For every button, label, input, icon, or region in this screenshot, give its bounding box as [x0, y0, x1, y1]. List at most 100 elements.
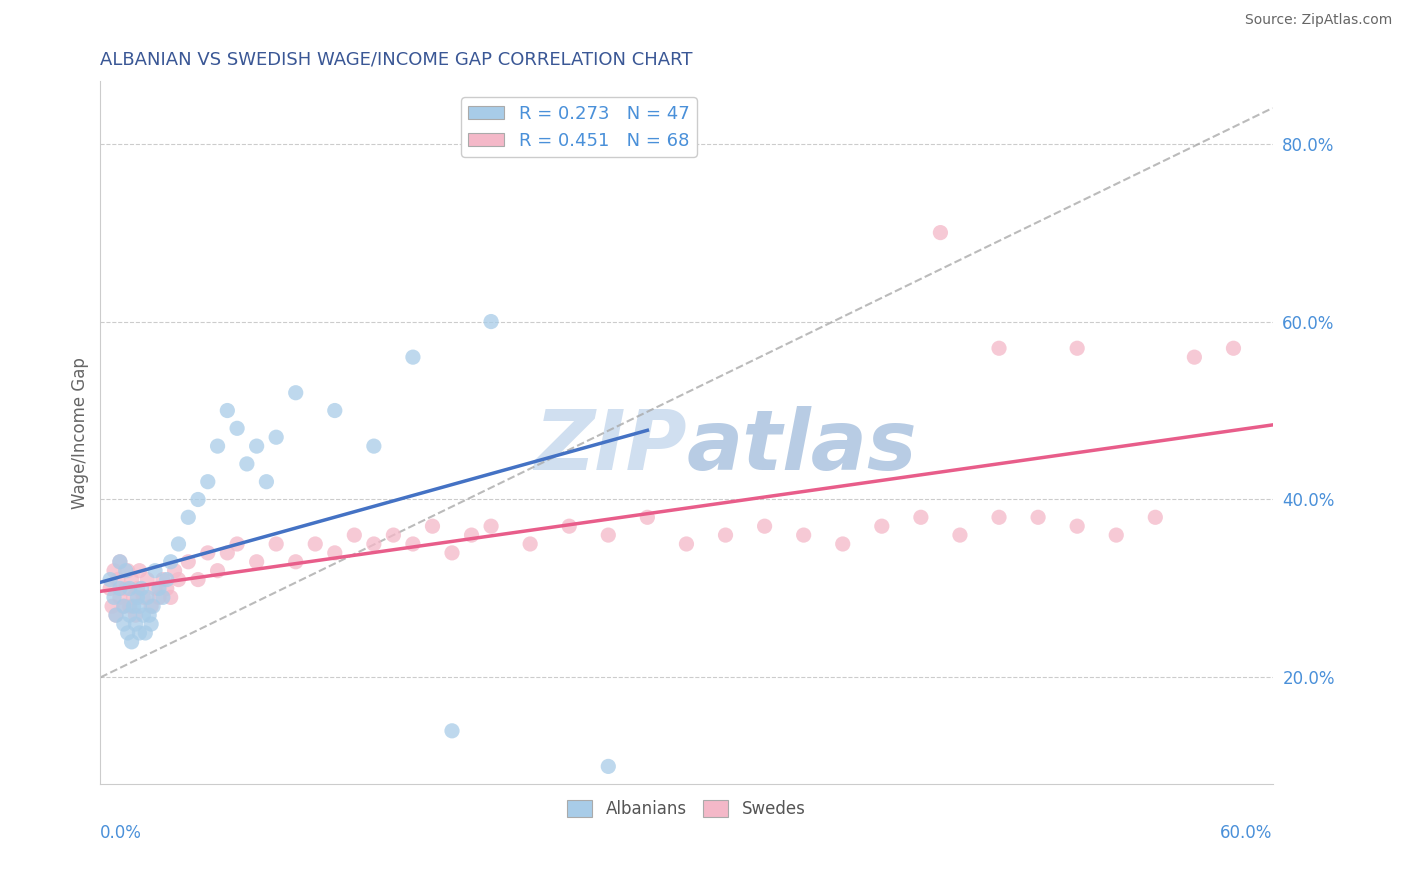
Point — [118, 582, 141, 596]
Point — [187, 573, 209, 587]
Point — [108, 591, 131, 605]
Point — [1066, 341, 1088, 355]
Point — [124, 617, 146, 632]
Point — [1105, 528, 1128, 542]
Point — [101, 599, 124, 614]
Point — [226, 421, 249, 435]
Point — [323, 403, 346, 417]
Point — [134, 626, 156, 640]
Point — [143, 564, 166, 578]
Point — [159, 591, 181, 605]
Point — [363, 537, 385, 551]
Point — [148, 582, 170, 596]
Point — [114, 582, 136, 596]
Point — [636, 510, 658, 524]
Point — [132, 608, 155, 623]
Point — [363, 439, 385, 453]
Point — [138, 608, 160, 623]
Point — [402, 350, 425, 364]
Point — [246, 439, 269, 453]
Point — [108, 555, 131, 569]
Point — [558, 519, 581, 533]
Legend: Albanians, Swedes: Albanians, Swedes — [561, 794, 813, 825]
Y-axis label: Wage/Income Gap: Wage/Income Gap — [72, 357, 89, 508]
Point — [323, 546, 346, 560]
Point — [793, 528, 815, 542]
Point — [117, 626, 139, 640]
Point — [598, 759, 620, 773]
Point — [143, 582, 166, 596]
Point — [440, 546, 463, 560]
Point — [177, 555, 200, 569]
Point — [1222, 341, 1244, 355]
Point — [929, 226, 952, 240]
Point — [98, 582, 121, 596]
Point — [422, 519, 444, 533]
Point — [128, 599, 150, 614]
Point — [598, 528, 620, 542]
Point — [988, 510, 1011, 524]
Text: Source: ZipAtlas.com: Source: ZipAtlas.com — [1244, 13, 1392, 28]
Point — [246, 555, 269, 569]
Point — [121, 573, 143, 587]
Point — [949, 528, 972, 542]
Point — [112, 599, 135, 614]
Point — [207, 564, 229, 578]
Point — [141, 599, 163, 614]
Point — [152, 573, 174, 587]
Point — [114, 564, 136, 578]
Point — [304, 537, 326, 551]
Point — [136, 591, 159, 605]
Point — [197, 546, 219, 560]
Point — [122, 599, 145, 614]
Text: atlas: atlas — [686, 407, 917, 487]
Point — [103, 591, 125, 605]
Point — [107, 573, 129, 587]
Point — [117, 564, 139, 578]
Point — [402, 537, 425, 551]
Point — [128, 626, 150, 640]
Point — [187, 492, 209, 507]
Point — [236, 457, 259, 471]
Text: 0.0%: 0.0% — [100, 824, 142, 842]
Point — [131, 582, 153, 596]
Point — [284, 555, 307, 569]
Point — [159, 555, 181, 569]
Point — [343, 528, 366, 542]
Text: ZIP: ZIP — [534, 407, 686, 487]
Point — [831, 537, 853, 551]
Point — [177, 510, 200, 524]
Point — [284, 385, 307, 400]
Point — [870, 519, 893, 533]
Point — [108, 582, 131, 596]
Point — [1026, 510, 1049, 524]
Point — [121, 635, 143, 649]
Point — [152, 591, 174, 605]
Point — [217, 403, 239, 417]
Point — [136, 573, 159, 587]
Point — [1066, 519, 1088, 533]
Point — [207, 439, 229, 453]
Point — [197, 475, 219, 489]
Point — [460, 528, 482, 542]
Point — [156, 573, 179, 587]
Text: ALBANIAN VS SWEDISH WAGE/INCOME GAP CORRELATION CHART: ALBANIAN VS SWEDISH WAGE/INCOME GAP CORR… — [100, 51, 693, 69]
Point — [167, 537, 190, 551]
Point — [714, 528, 737, 542]
Point — [156, 582, 179, 596]
Point — [148, 591, 170, 605]
Point — [217, 546, 239, 560]
Point — [226, 537, 249, 551]
Point — [118, 599, 141, 614]
Point — [264, 537, 287, 551]
Point — [1182, 350, 1205, 364]
Point — [754, 519, 776, 533]
Point — [675, 537, 697, 551]
Point — [98, 573, 121, 587]
Point — [127, 591, 149, 605]
Point — [988, 341, 1011, 355]
Point — [479, 314, 502, 328]
Point — [118, 608, 141, 623]
Point — [122, 591, 145, 605]
Point — [128, 564, 150, 578]
